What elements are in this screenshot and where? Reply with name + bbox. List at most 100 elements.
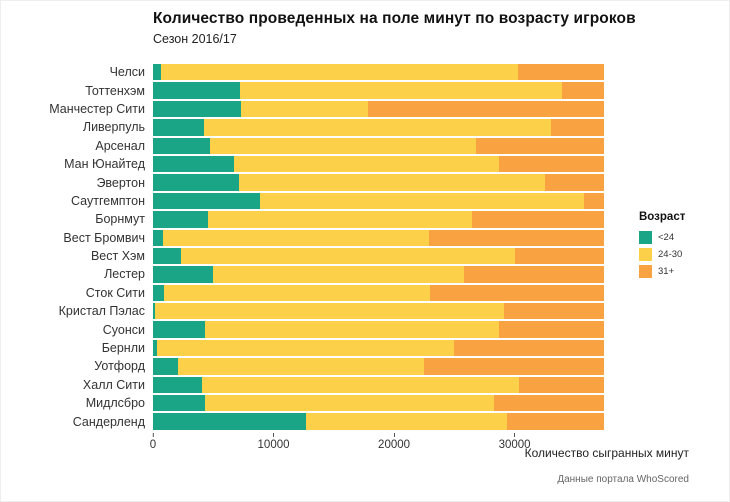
bar-track: [153, 82, 611, 99]
bar-row: Суонси: [1, 320, 621, 338]
bar-track: [153, 413, 611, 430]
bar-segment-31+: [463, 266, 604, 283]
bar-row: Вест Хэм: [1, 247, 621, 265]
bar-track: [153, 119, 611, 136]
bar-segment-24-30: [209, 137, 476, 154]
team-label: Бернли: [101, 341, 145, 356]
bar-segment-<24: [153, 247, 181, 265]
team-label: Суонси: [102, 322, 145, 337]
legend-swatch: [639, 231, 652, 244]
bar-track: [153, 247, 611, 265]
tick-label: 30000: [498, 439, 531, 451]
bar-track: [153, 376, 611, 394]
bar-track: [153, 395, 611, 412]
bar-segment-<24: [153, 358, 179, 375]
bar-segment-<24: [153, 376, 203, 394]
bar-segment-31+: [429, 229, 604, 246]
bar-track: [153, 303, 611, 320]
bar-segment-24-30: [208, 211, 473, 228]
bar-segment-31+: [503, 303, 604, 320]
team-label: Халл Сити: [82, 377, 145, 392]
x-axis-tick: 0: [150, 433, 156, 451]
bar-segment-31+: [472, 211, 604, 228]
bar-row: Мидлсбро: [1, 394, 621, 412]
legend-label: 31+: [658, 266, 675, 277]
bar-row: Ливерпуль: [1, 118, 621, 136]
bar-segment-24-30: [156, 339, 455, 357]
bar-segment-31+: [550, 119, 604, 136]
plot-rows: Челси Тоттенхэм Манчестер Сити Ливерпуль Арс…: [1, 63, 621, 431]
bar-row: Вест Бромвич: [1, 229, 621, 247]
team-label: Челси: [109, 65, 145, 80]
bar-track: [153, 339, 611, 357]
bar-segment-<24: [153, 155, 234, 173]
bar-segment-24-30: [213, 266, 464, 283]
team-label: Борнмут: [95, 212, 145, 227]
bar-track: [153, 174, 611, 191]
bar-row: Сандерленд: [1, 412, 621, 430]
bar-segment-31+: [430, 284, 604, 302]
bar-row: Эвертон: [1, 173, 621, 191]
bar-segment-24-30: [260, 192, 585, 210]
tick-label: 20000: [378, 439, 411, 451]
bar-row: Лестер: [1, 265, 621, 283]
team-label: Эвертон: [96, 175, 145, 190]
bar-segment-31+: [561, 82, 604, 99]
bar-row: Ман Юнайтед: [1, 155, 621, 173]
x-axis-tick: 20000: [378, 433, 410, 451]
bar-row: Уотфорд: [1, 357, 621, 375]
bar-segment-31+: [544, 174, 604, 191]
bar-row: Манчестер Сити: [1, 100, 621, 118]
x-axis-tick: 30000: [499, 433, 531, 451]
legend-items: <24 24-30 31+: [639, 231, 729, 278]
team-label: Вест Бромвич: [63, 230, 145, 245]
bar-segment-24-30: [306, 413, 508, 430]
bar-segment-24-30: [202, 376, 520, 394]
bar-row: Халл Сити: [1, 376, 621, 394]
bar-segment-31+: [514, 247, 604, 265]
legend-item: 31+: [639, 265, 729, 278]
bar-segment-24-30: [204, 395, 495, 412]
chart-title: Количество проведенных на поле минут по …: [153, 10, 636, 27]
bar-track: [153, 155, 611, 173]
bar-segment-<24: [153, 266, 214, 283]
bar-segment-24-30: [161, 64, 519, 81]
bar-segment-31+: [498, 155, 604, 173]
bar-segment-<24: [153, 119, 204, 136]
x-axis-label: Количество сыгранных минут: [524, 446, 689, 460]
bar-segment-24-30: [239, 82, 562, 99]
tick-mark: [514, 433, 516, 437]
bar-segment-31+: [494, 395, 604, 412]
team-label: Сандерленд: [72, 414, 145, 429]
team-label: Мидлсбро: [85, 396, 145, 411]
tick-label: 0: [149, 439, 157, 451]
legend-item: <24: [639, 231, 729, 244]
bar-segment-31+: [507, 413, 604, 430]
bar-segment-31+: [584, 192, 604, 210]
bar-segment-24-30: [163, 284, 431, 302]
bar-segment-24-30: [155, 303, 504, 320]
bar-segment-24-30: [162, 229, 429, 246]
bar-track: [153, 211, 611, 228]
team-label: Ман Юнайтед: [64, 157, 145, 172]
bar-row: Бернли: [1, 339, 621, 357]
bar-track: [153, 266, 611, 283]
legend-swatch: [639, 265, 652, 278]
bar-segment-<24: [153, 395, 205, 412]
legend-label: 24-30: [658, 249, 683, 260]
team-label: Уотфорд: [94, 359, 145, 374]
bar-segment-<24: [153, 339, 157, 357]
team-label: Ливерпуль: [82, 120, 145, 135]
bar-track: [153, 229, 611, 246]
bar-segment-24-30: [233, 155, 499, 173]
bar-row: Борнмут: [1, 210, 621, 228]
legend-item: 24-30: [639, 248, 729, 261]
bar-track: [153, 64, 611, 81]
bar-segment-31+: [424, 358, 604, 375]
bar-segment-31+: [498, 321, 604, 338]
bar-segment-24-30: [238, 174, 545, 191]
bar-segment-31+: [476, 137, 604, 154]
team-label: Лестер: [104, 267, 145, 282]
bar-segment-<24: [153, 137, 210, 154]
